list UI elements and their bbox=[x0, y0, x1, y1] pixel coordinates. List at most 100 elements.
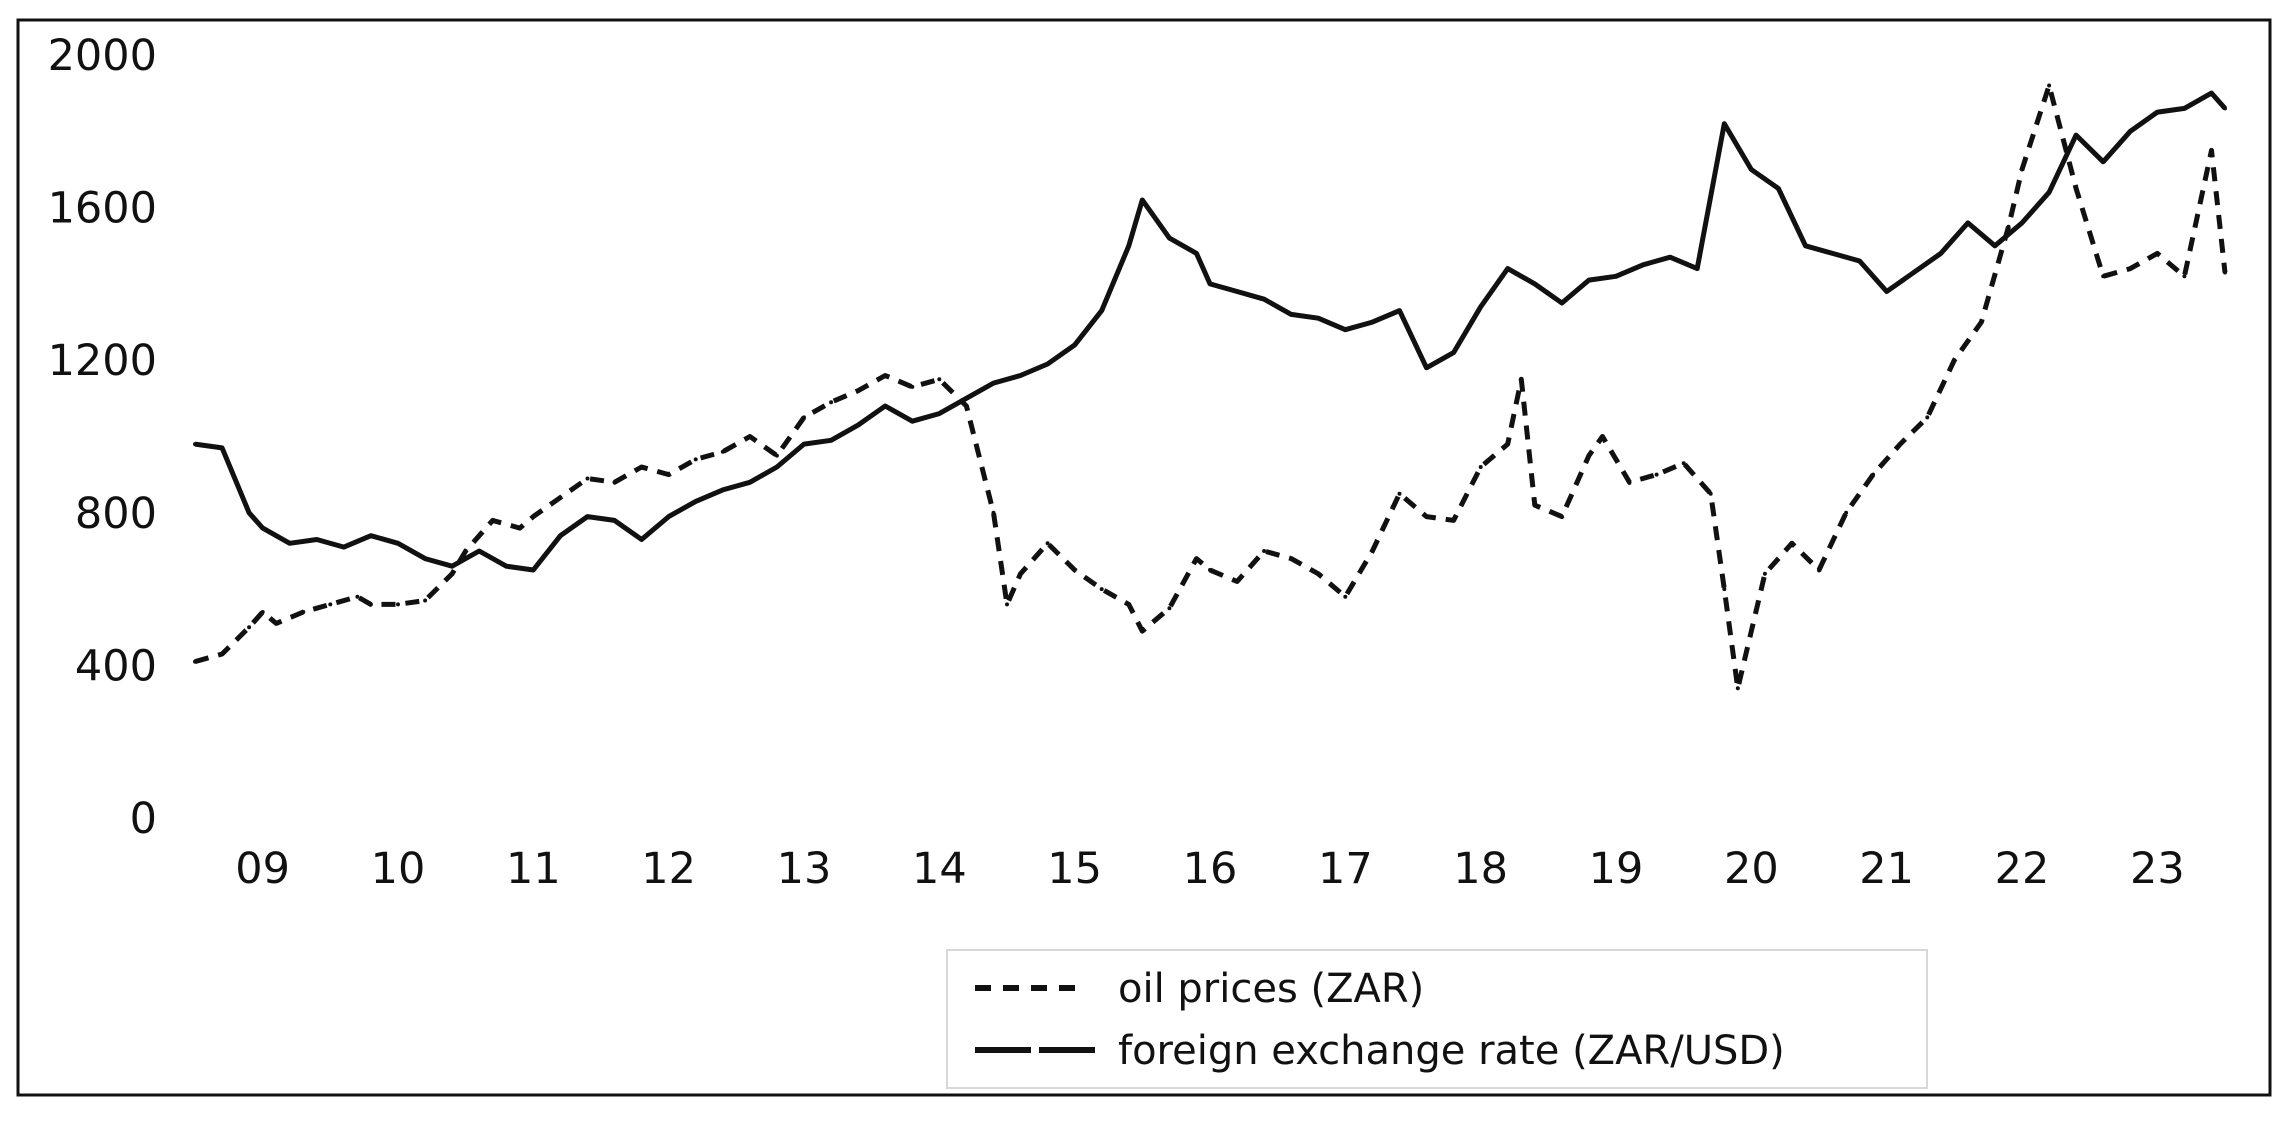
data-point-exchange-rate bbox=[1911, 270, 1916, 275]
data-point-oil-prices bbox=[328, 602, 333, 607]
data-point-exchange-rate bbox=[2155, 110, 2160, 115]
data-point-exchange-rate bbox=[1559, 301, 1564, 305]
data-point-exchange-rate bbox=[1776, 186, 1781, 191]
data-point-oil-prices bbox=[450, 571, 455, 576]
data-point-exchange-rate bbox=[1884, 289, 1889, 294]
data-point-exchange-rate bbox=[1722, 121, 1727, 126]
data-point-exchange-rate bbox=[2128, 129, 2133, 134]
data-point-exchange-rate bbox=[396, 541, 400, 546]
data-point-exchange-rate bbox=[720, 487, 725, 492]
data-point-exchange-rate bbox=[1992, 243, 1997, 248]
data-point-exchange-rate bbox=[1316, 316, 1321, 321]
data-point-oil-prices bbox=[368, 602, 373, 607]
y-tick-label: 0 bbox=[130, 794, 157, 844]
plot-area bbox=[193, 83, 2228, 691]
data-point-exchange-rate bbox=[287, 541, 292, 546]
data-point-exchange-rate bbox=[1505, 266, 1510, 271]
data-point-oil-prices bbox=[517, 526, 522, 531]
data-point-oil-prices bbox=[1262, 549, 1267, 553]
data-point-oil-prices bbox=[883, 373, 888, 378]
data-point-exchange-rate bbox=[1830, 251, 1835, 256]
data-point-exchange-rate bbox=[450, 564, 455, 569]
data-point-exchange-rate bbox=[2020, 220, 2024, 225]
data-point-oil-prices bbox=[2182, 274, 2187, 279]
data-point-oil-prices bbox=[1789, 541, 1794, 546]
data-point-oil-prices bbox=[220, 652, 225, 656]
data-point-oil-prices bbox=[2155, 251, 2160, 256]
data-point-exchange-rate bbox=[1695, 266, 1700, 271]
data-point-exchange-rate bbox=[260, 526, 265, 531]
data-point-exchange-rate bbox=[991, 381, 996, 386]
data-point-exchange-rate bbox=[1424, 365, 1429, 370]
data-point-exchange-rate bbox=[1072, 342, 1077, 347]
legend-label-oil-prices: oil prices (ZAR) bbox=[1118, 966, 1424, 1012]
data-point-oil-prices bbox=[829, 400, 834, 405]
data-point-oil-prices bbox=[1451, 518, 1456, 523]
data-point-exchange-rate bbox=[585, 514, 590, 519]
data-point-exchange-rate bbox=[2223, 106, 2227, 111]
data-point-exchange-rate bbox=[1208, 281, 1212, 286]
data-point-oil-prices bbox=[2020, 167, 2024, 172]
x-tick-label: 21 bbox=[1859, 844, 1914, 894]
data-point-oil-prices bbox=[301, 610, 306, 614]
data-point-oil-prices bbox=[1289, 556, 1294, 561]
x-tick-label: 23 bbox=[2130, 844, 2185, 894]
data-point-exchange-rate bbox=[2182, 106, 2187, 111]
data-point-oil-prices bbox=[274, 621, 279, 626]
data-point-oil-prices bbox=[774, 453, 779, 458]
data-point-exchange-rate bbox=[1478, 304, 1483, 309]
legend-box bbox=[946, 949, 1928, 1089]
data-point-oil-prices bbox=[1208, 568, 1212, 572]
series-line-exchange-rate bbox=[194, 90, 2227, 573]
series-line-oil-prices bbox=[194, 83, 2228, 691]
data-point-oil-prices bbox=[1424, 514, 1429, 519]
data-point-exchange-rate bbox=[666, 514, 671, 519]
data-point-exchange-rate bbox=[747, 480, 752, 485]
data-point-exchange-rate bbox=[774, 465, 779, 469]
data-point-exchange-rate bbox=[2209, 91, 2214, 96]
data-point-oil-prices bbox=[1722, 587, 1727, 592]
data-point-oil-prices bbox=[1072, 568, 1077, 572]
data-point-oil-prices bbox=[490, 518, 495, 523]
y-tick-label: 1200 bbox=[48, 336, 157, 386]
x-tick-label: 13 bbox=[777, 844, 832, 894]
data-point-exchange-rate bbox=[1194, 251, 1199, 256]
legend-label-exchange-rate: foreign exchange rate (ZAR/USD) bbox=[1118, 1028, 1785, 1074]
data-point-oil-prices bbox=[531, 514, 536, 519]
data-point-oil-prices bbox=[423, 598, 428, 603]
data-point-oil-prices bbox=[260, 610, 265, 614]
x-tick-label: 10 bbox=[371, 844, 426, 894]
data-point-exchange-rate bbox=[1857, 259, 1862, 263]
data-point-exchange-rate bbox=[193, 442, 197, 447]
y-tick-label: 400 bbox=[75, 641, 157, 691]
data-point-oil-prices bbox=[1600, 434, 1605, 439]
data-point-oil-prices bbox=[1952, 358, 1957, 363]
data-point-oil-prices bbox=[2128, 266, 2133, 271]
data-point-oil-prices bbox=[1532, 503, 1537, 508]
x-tick-label: 12 bbox=[641, 844, 696, 894]
data-point-oil-prices bbox=[693, 457, 698, 462]
data-point-oil-prices bbox=[1681, 461, 1686, 466]
data-point-oil-prices bbox=[1586, 453, 1591, 458]
data-point-exchange-rate bbox=[2074, 133, 2079, 138]
data-point-oil-prices bbox=[1343, 594, 1348, 599]
data-point-oil-prices bbox=[937, 377, 942, 382]
data-point-exchange-rate bbox=[910, 419, 915, 424]
data-point-oil-prices bbox=[1898, 442, 1903, 447]
data-point-oil-prices bbox=[1140, 629, 1145, 634]
data-point-oil-prices bbox=[396, 602, 400, 607]
data-point-oil-prices bbox=[802, 415, 806, 420]
data-point-oil-prices bbox=[1844, 510, 1849, 515]
data-point-exchange-rate bbox=[829, 438, 834, 443]
data-point-exchange-rate bbox=[612, 518, 617, 523]
data-point-oil-prices bbox=[2101, 274, 2106, 279]
x-tick-label: 15 bbox=[1047, 844, 1102, 894]
data-point-exchange-rate bbox=[1235, 289, 1240, 294]
data-point-oil-prices bbox=[1735, 686, 1740, 691]
data-point-oil-prices bbox=[355, 594, 360, 599]
data-point-exchange-rate bbox=[1586, 278, 1591, 283]
chart-border bbox=[16, 18, 2272, 1097]
data-point-exchange-rate bbox=[1641, 262, 1646, 267]
data-point-exchange-rate bbox=[1370, 320, 1375, 325]
data-point-oil-prices bbox=[964, 404, 969, 408]
